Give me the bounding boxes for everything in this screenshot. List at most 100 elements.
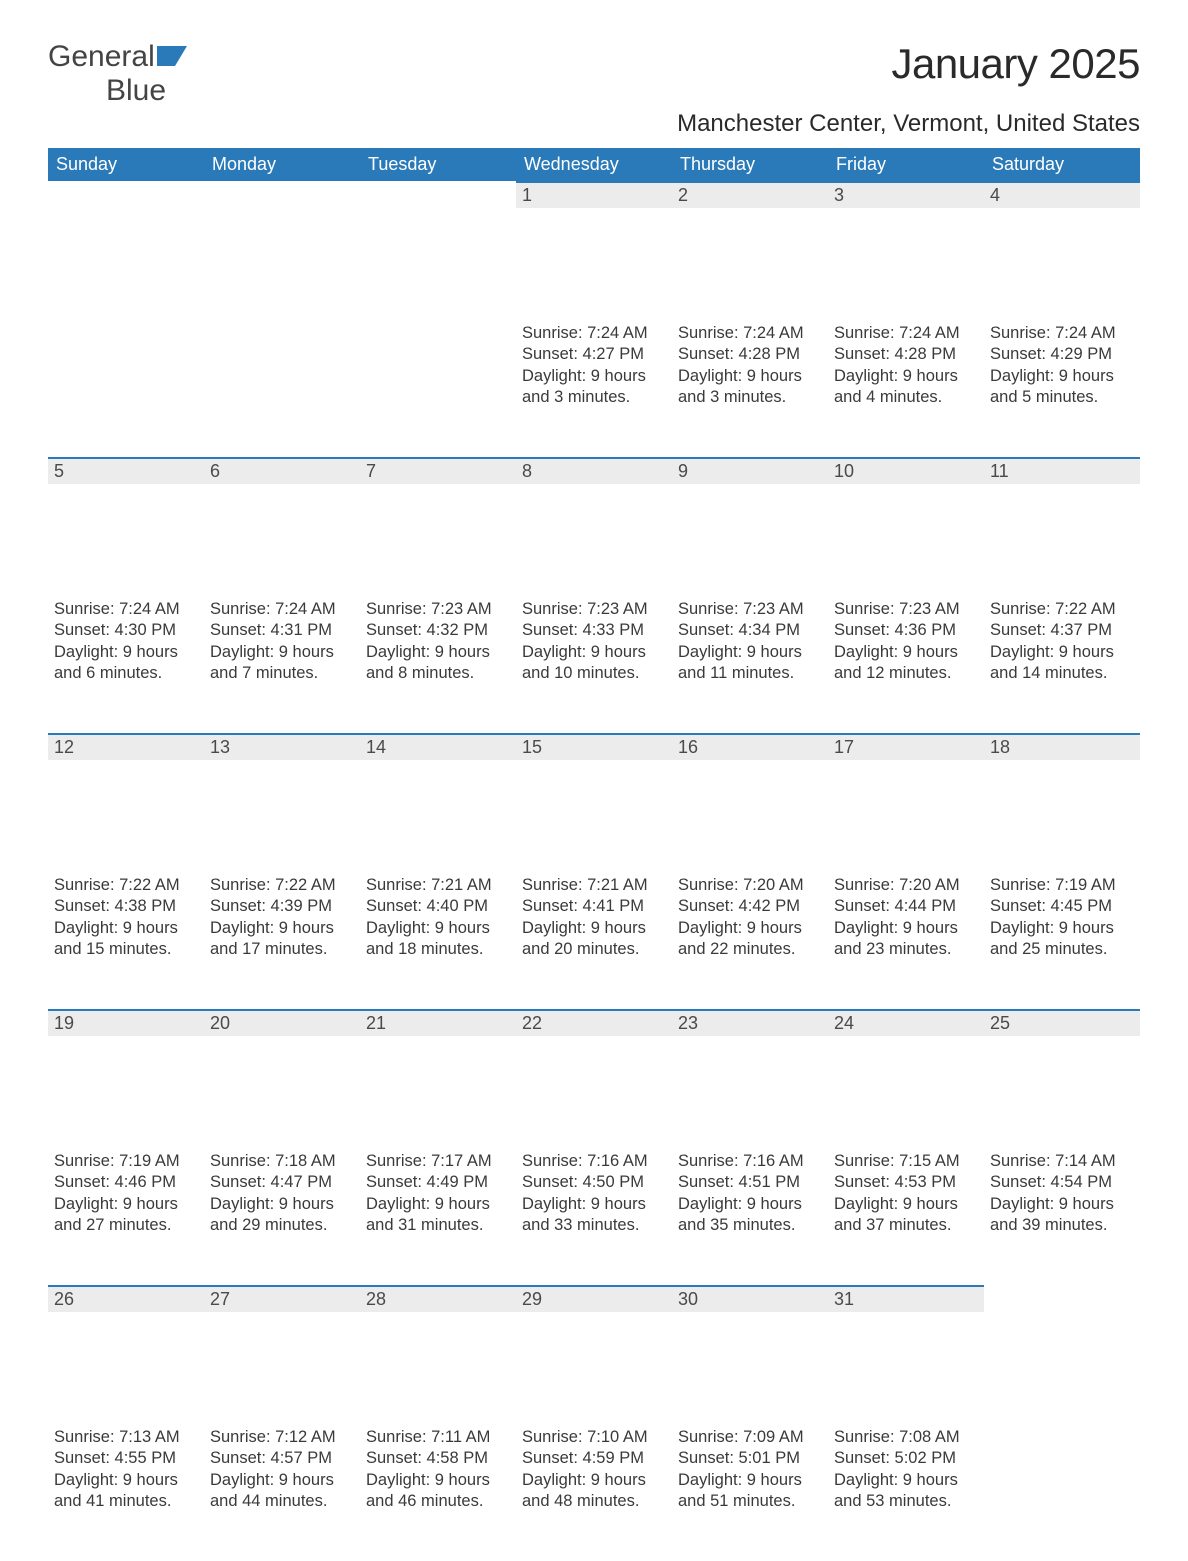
day-day2-line: and 39 minutes. — [990, 1215, 1134, 1236]
day-number: 22 — [516, 1009, 672, 1036]
day-body: Sunrise: 7:12 AMSunset: 4:57 PMDaylight:… — [204, 1423, 360, 1515]
day-cell-header: 20 — [204, 1009, 360, 1147]
day-cell-body: Sunrise: 7:24 AMSunset: 4:30 PMDaylight:… — [48, 595, 204, 733]
day-sunrise-line: Sunrise: 7:16 AM — [522, 1151, 666, 1172]
day-cell-header: 5 — [48, 457, 204, 595]
day-day1-line: Daylight: 9 hours — [990, 642, 1134, 663]
day-sunrise-line: Sunrise: 7:16 AM — [678, 1151, 822, 1172]
day-body: Sunrise: 7:15 AMSunset: 4:53 PMDaylight:… — [828, 1147, 984, 1239]
day-day1-line: Daylight: 9 hours — [990, 1194, 1134, 1215]
day-body: Sunrise: 7:21 AMSunset: 4:40 PMDaylight:… — [360, 871, 516, 963]
day-cell-body: Sunrise: 7:12 AMSunset: 4:57 PMDaylight:… — [204, 1423, 360, 1561]
logo-text: General Blue — [48, 40, 191, 108]
day-day2-line: and 27 minutes. — [54, 1215, 198, 1236]
day-cell-body — [204, 319, 360, 457]
day-day2-line: and 53 minutes. — [834, 1491, 978, 1512]
day-sunset-line: Sunset: 4:55 PM — [54, 1448, 198, 1469]
day-cell-body: Sunrise: 7:16 AMSunset: 4:50 PMDaylight:… — [516, 1147, 672, 1285]
day-number: 9 — [672, 457, 828, 484]
day-cell-body: Sunrise: 7:24 AMSunset: 4:28 PMDaylight:… — [828, 319, 984, 457]
day-cell-header: 23 — [672, 1009, 828, 1147]
day-day2-line: and 23 minutes. — [834, 939, 978, 960]
day-day2-line: and 12 minutes. — [834, 663, 978, 684]
day-sunrise-line: Sunrise: 7:24 AM — [210, 599, 354, 620]
day-cell-body: Sunrise: 7:24 AMSunset: 4:31 PMDaylight:… — [204, 595, 360, 733]
day-cell-body: Sunrise: 7:11 AMSunset: 4:58 PMDaylight:… — [360, 1423, 516, 1561]
day-sunset-line: Sunset: 4:42 PM — [678, 896, 822, 917]
weekday-header: Tuesday — [360, 148, 516, 181]
day-cell-header — [360, 181, 516, 319]
day-cell-body: Sunrise: 7:21 AMSunset: 4:41 PMDaylight:… — [516, 871, 672, 1009]
day-day1-line: Daylight: 9 hours — [522, 642, 666, 663]
day-cell-header: 26 — [48, 1285, 204, 1423]
day-day1-line: Daylight: 9 hours — [366, 642, 510, 663]
day-day1-line: Daylight: 9 hours — [678, 642, 822, 663]
day-sunset-line: Sunset: 4:44 PM — [834, 896, 978, 917]
day-sunrise-line: Sunrise: 7:24 AM — [990, 323, 1134, 344]
day-body-empty — [360, 319, 516, 325]
day-day2-line: and 10 minutes. — [522, 663, 666, 684]
day-body: Sunrise: 7:08 AMSunset: 5:02 PMDaylight:… — [828, 1423, 984, 1515]
day-cell-header: 4 — [984, 181, 1140, 319]
day-cell-header: 12 — [48, 733, 204, 871]
day-day2-line: and 41 minutes. — [54, 1491, 198, 1512]
day-day1-line: Daylight: 9 hours — [834, 918, 978, 939]
day-sunset-line: Sunset: 4:51 PM — [678, 1172, 822, 1193]
day-body: Sunrise: 7:19 AMSunset: 4:45 PMDaylight:… — [984, 871, 1140, 963]
day-sunset-line: Sunset: 4:53 PM — [834, 1172, 978, 1193]
day-cell-header: 10 — [828, 457, 984, 595]
day-body: Sunrise: 7:24 AMSunset: 4:30 PMDaylight:… — [48, 595, 204, 687]
day-sunset-line: Sunset: 4:30 PM — [54, 620, 198, 641]
day-cell-header: 3 — [828, 181, 984, 319]
day-sunset-line: Sunset: 4:59 PM — [522, 1448, 666, 1469]
day-number: 29 — [516, 1285, 672, 1312]
day-body: Sunrise: 7:18 AMSunset: 4:47 PMDaylight:… — [204, 1147, 360, 1239]
day-body: Sunrise: 7:16 AMSunset: 4:50 PMDaylight:… — [516, 1147, 672, 1239]
day-number: 28 — [360, 1285, 516, 1312]
header: General Blue January 2025 Manchester Cen… — [48, 40, 1140, 148]
day-body: Sunrise: 7:24 AMSunset: 4:31 PMDaylight:… — [204, 595, 360, 687]
day-number: 18 — [984, 733, 1140, 760]
day-cell-header: 27 — [204, 1285, 360, 1423]
day-day1-line: Daylight: 9 hours — [678, 1194, 822, 1215]
day-day1-line: Daylight: 9 hours — [678, 366, 822, 387]
day-body-empty — [984, 1423, 1140, 1429]
week-body-row: Sunrise: 7:24 AM Sunset: 4:30 PM Daylight:… — [48, 595, 1140, 733]
day-sunrise-line: Sunrise: 7:23 AM — [834, 599, 978, 620]
day-day2-line: and 37 minutes. — [834, 1215, 978, 1236]
day-body: Sunrise: 7:22 AMSunset: 4:38 PMDaylight:… — [48, 871, 204, 963]
day-sunrise-line: Sunrise: 7:23 AM — [678, 599, 822, 620]
day-cell-body: Sunrise: 7:23 AMSunset: 4:33 PMDaylight:… — [516, 595, 672, 733]
day-body: Sunrise: 7:24 AMSunset: 4:27 PMDaylight:… — [516, 319, 672, 411]
day-cell-header: 1 — [516, 181, 672, 319]
day-cell-body: Sunrise: 7:23 AMSunset: 4:34 PMDaylight:… — [672, 595, 828, 733]
day-body: Sunrise: 7:09 AMSunset: 5:01 PMDaylight:… — [672, 1423, 828, 1515]
day-day2-line: and 46 minutes. — [366, 1491, 510, 1512]
day-sunset-line: Sunset: 5:02 PM — [834, 1448, 978, 1469]
day-sunrise-line: Sunrise: 7:08 AM — [834, 1427, 978, 1448]
day-number: 15 — [516, 733, 672, 760]
day-number: 27 — [204, 1285, 360, 1312]
day-cell-body: Sunrise: 7:23 AMSunset: 4:36 PMDaylight:… — [828, 595, 984, 733]
day-cell-body — [984, 1423, 1140, 1561]
day-number: 16 — [672, 733, 828, 760]
day-number-empty — [204, 181, 360, 187]
day-cell-body: Sunrise: 7:21 AMSunset: 4:40 PMDaylight:… — [360, 871, 516, 1009]
day-number: 14 — [360, 733, 516, 760]
day-day2-line: and 18 minutes. — [366, 939, 510, 960]
day-sunset-line: Sunset: 4:28 PM — [834, 344, 978, 365]
day-sunset-line: Sunset: 4:54 PM — [990, 1172, 1134, 1193]
day-day1-line: Daylight: 9 hours — [366, 918, 510, 939]
title-block: January 2025 Manchester Center, Vermont,… — [677, 40, 1140, 148]
week-daynum-row: 19202122232425 — [48, 1009, 1140, 1147]
day-body: Sunrise: 7:22 AMSunset: 4:39 PMDaylight:… — [204, 871, 360, 963]
weekday-header: Monday — [204, 148, 360, 181]
day-cell-body: Sunrise: 7:24 AMSunset: 4:28 PMDaylight:… — [672, 319, 828, 457]
day-body: Sunrise: 7:23 AMSunset: 4:36 PMDaylight:… — [828, 595, 984, 687]
day-cell-header — [204, 181, 360, 319]
day-body: Sunrise: 7:21 AMSunset: 4:41 PMDaylight:… — [516, 871, 672, 963]
day-day2-line: and 48 minutes. — [522, 1491, 666, 1512]
day-cell-body: Sunrise: 7:13 AMSunset: 4:55 PMDaylight:… — [48, 1423, 204, 1561]
day-day1-line: Daylight: 9 hours — [366, 1470, 510, 1491]
day-cell-header: 24 — [828, 1009, 984, 1147]
